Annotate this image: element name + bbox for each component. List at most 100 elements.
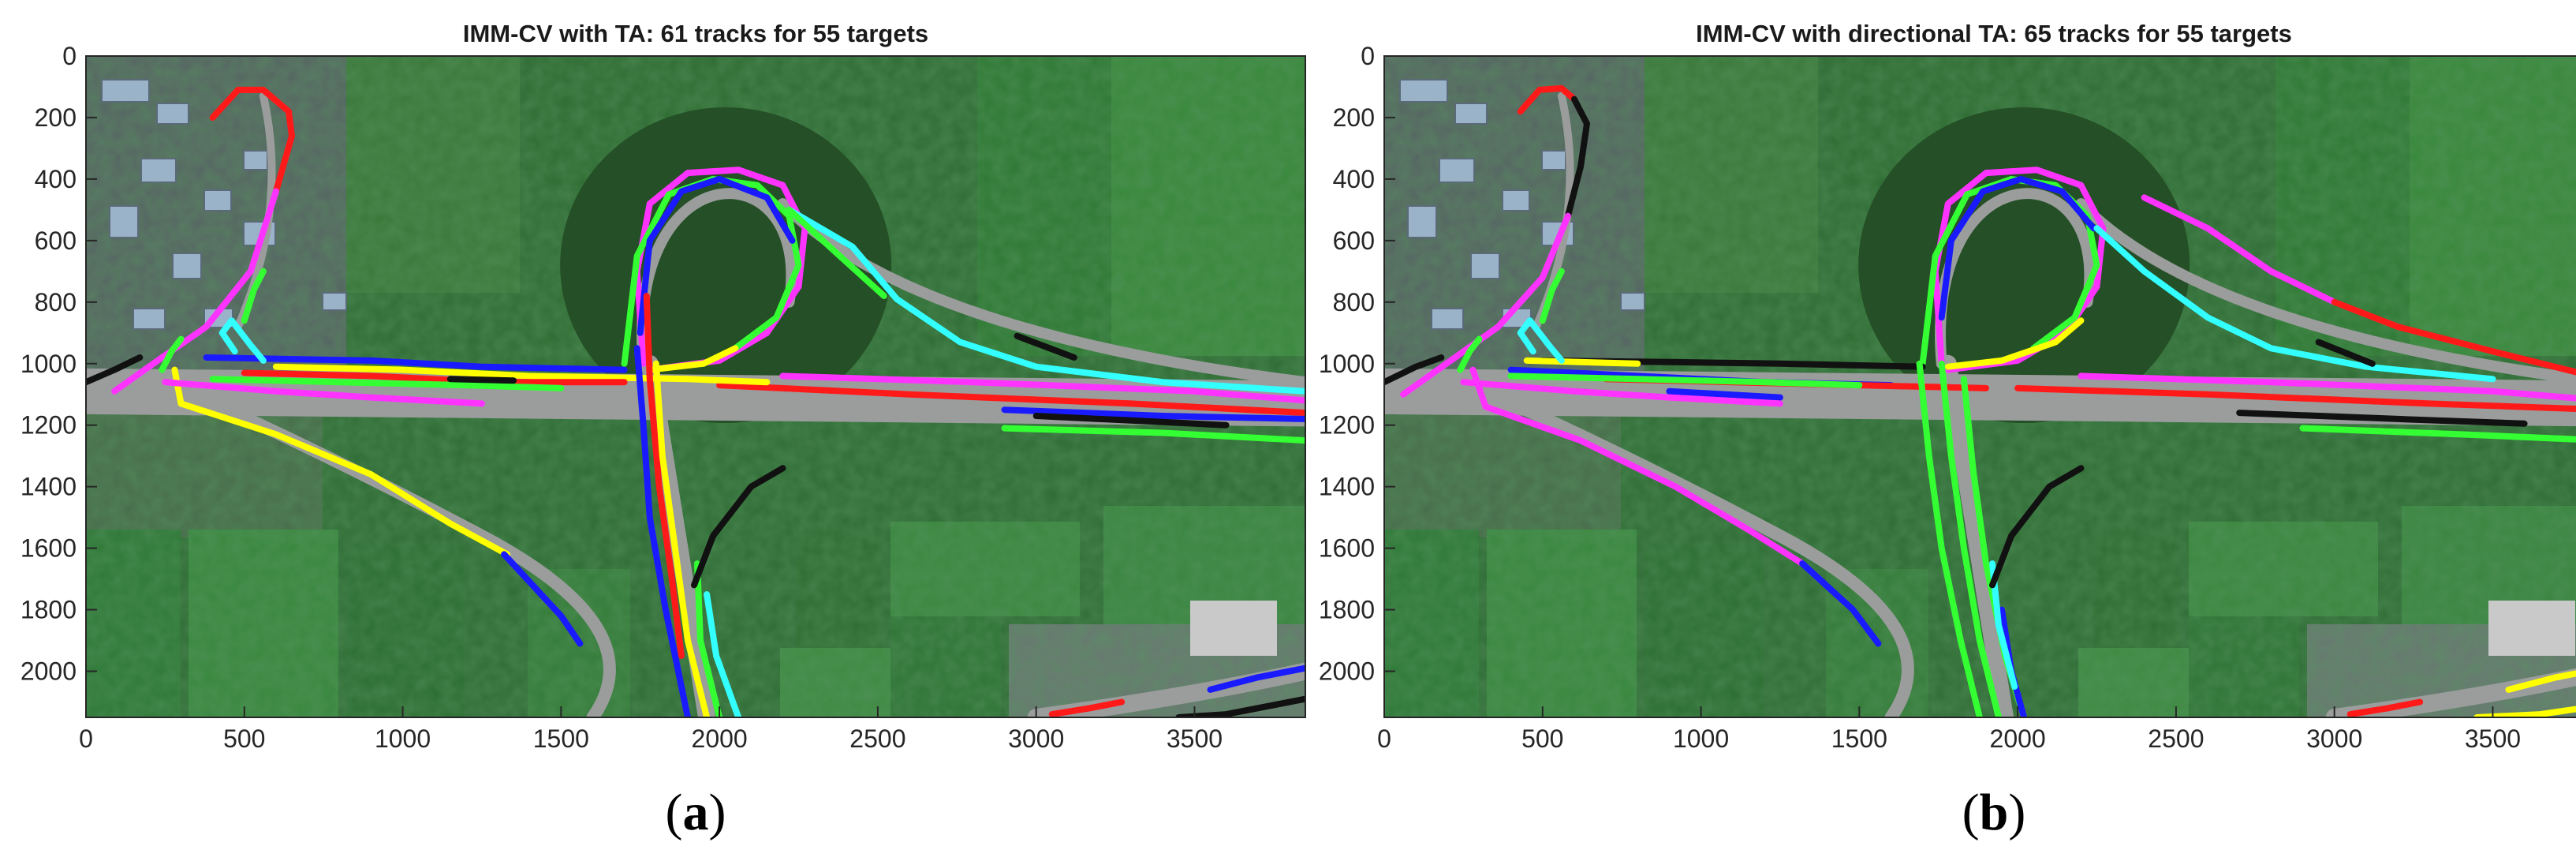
track-cyan-east	[2093, 225, 2496, 383]
track-road-blue-mid	[1666, 387, 1783, 401]
x-tick-label: 0	[1377, 724, 1391, 753]
track-blue-east	[1001, 406, 1305, 422]
building	[1454, 103, 1488, 125]
panel-b: IMM-CV with directional TA: 65 tracks fo…	[1319, 20, 2576, 841]
y-axis-ticks: 0 200 400 600 800 1000 1200 1400 1600 1800 2000	[1319, 42, 1395, 686]
track-red-hook	[209, 86, 295, 195]
x-axis-ticks: 0 500 1000 1500 2000 2500 3000 3500	[79, 706, 1223, 753]
y-tick-label: 1400	[21, 473, 77, 501]
panel-caption: (a)	[666, 784, 726, 841]
track-black-southeast	[691, 465, 786, 589]
y-axis-ticks: 0 200 400 600 800 1000 1200 1400 1600 1800 2000	[21, 42, 97, 686]
track-green-ramp-nw	[241, 268, 267, 324]
y-tick-label: 1000	[21, 350, 77, 378]
x-tick-label: 3500	[1167, 724, 1223, 753]
track-black-west	[1384, 354, 1445, 386]
y-tick-label: 0	[1361, 42, 1375, 70]
track-blue-southwest	[501, 551, 584, 647]
track-red-vertical	[643, 293, 685, 659]
track-series	[86, 86, 1305, 717]
track-cyan-east	[786, 206, 1305, 395]
track-yellow-bottom-b	[2505, 670, 2576, 693]
track-road-blue-west	[203, 354, 628, 373]
track-road-green-mid	[1507, 372, 1863, 389]
chart-title: IMM-CV with directional TA: 65 tracks fo…	[1696, 20, 2292, 47]
building	[1431, 308, 1464, 330]
panel-caption: (b)	[1962, 784, 2026, 841]
x-tick-label: 500	[223, 724, 265, 753]
panel-caption-letter: b	[1980, 784, 2009, 841]
building	[1439, 158, 1475, 183]
x-tick-label: 3000	[1008, 724, 1064, 753]
southwest-ramp	[152, 372, 616, 717]
track-red-hook	[1517, 84, 1577, 115]
track-loop-yellow	[646, 345, 739, 373]
y-tick-label: 400	[35, 165, 77, 193]
track-black-west	[86, 354, 144, 386]
y-tick-label: 800	[35, 288, 77, 316]
building	[1399, 79, 1448, 103]
x-axis-ticks: 0 500 1000 1500 2000 2500 3000 3500	[1377, 706, 2521, 753]
building	[133, 308, 166, 330]
x-tick-label: 3000	[2306, 724, 2362, 753]
x-tick-label: 2500	[849, 724, 905, 753]
y-tick-label: 200	[1333, 103, 1375, 132]
track-green-ramp-nw	[1539, 268, 1565, 324]
track-loop-magenta	[633, 167, 808, 373]
track-road-black-mid	[446, 376, 517, 384]
building	[1541, 150, 1566, 170]
y-tick-label: 0	[62, 42, 77, 70]
y-tick-label: 1400	[1319, 473, 1375, 501]
track-loop-green	[621, 175, 802, 367]
axes-frame	[85, 55, 1306, 718]
y-tick-label: 1800	[21, 596, 77, 624]
x-tick-label: 3500	[2465, 724, 2521, 753]
y-tick-label: 1000	[1319, 350, 1375, 378]
track-yellow-southwest	[171, 366, 511, 558]
x-tick-label: 500	[1521, 724, 1563, 753]
track-red-east-ramp	[2331, 298, 2576, 376]
y-tick-label: 800	[1333, 288, 1375, 316]
plot-area	[86, 56, 1305, 717]
track-green-vertical-b	[1938, 360, 2002, 717]
track-black-bottom	[1175, 695, 1305, 717]
building	[109, 205, 139, 238]
track-road-yellow-mid	[272, 363, 771, 386]
track-green-ramp-west	[159, 335, 185, 373]
track-green-south	[694, 560, 723, 717]
toll-plaza	[2488, 601, 2575, 656]
x-tick-label: 0	[79, 724, 93, 753]
track-green-vertical-a	[1916, 360, 1983, 717]
track-magenta-east-ramp	[2141, 194, 2338, 305]
panel-caption-letter: a	[683, 784, 709, 841]
track-loop-blue	[1938, 175, 2097, 321]
building	[140, 158, 177, 183]
building	[322, 292, 347, 311]
building	[172, 253, 202, 279]
track-black-east-upper	[1014, 332, 1077, 361]
track-black-east-upper	[2315, 339, 2376, 367]
track-magenta-east	[779, 372, 1305, 404]
track-magenta-hook	[1400, 212, 1571, 398]
panel-a: IMM-CV with TA: 61 tracks for 55 targets…	[21, 20, 1306, 841]
track-magenta-southwest	[1469, 366, 1806, 567]
chart-title: IMM-CV with TA: 61 tracks for 55 targets	[463, 20, 928, 47]
x-tick-label: 1000	[375, 724, 431, 753]
track-yellow-vertical	[652, 360, 711, 717]
y-tick-label: 1800	[1319, 596, 1375, 624]
x-tick-label: 2000	[1990, 724, 2046, 753]
track-black-east	[2236, 410, 2528, 427]
track-black-hook	[1564, 95, 1590, 219]
track-series	[1384, 84, 2576, 717]
axes-frame	[1383, 55, 2576, 718]
track-blue-bottom	[1207, 664, 1305, 693]
track-green-ramp-west	[1457, 335, 1483, 373]
track-cyan-ramp-west	[218, 317, 267, 364]
track-red-bottom	[2346, 698, 2424, 717]
track-green-east-upper	[786, 206, 887, 299]
building	[156, 103, 189, 125]
track-road-magenta-west	[162, 379, 485, 407]
track-road-magenta-west	[1460, 379, 1783, 407]
track-red-east	[2014, 384, 2576, 412]
